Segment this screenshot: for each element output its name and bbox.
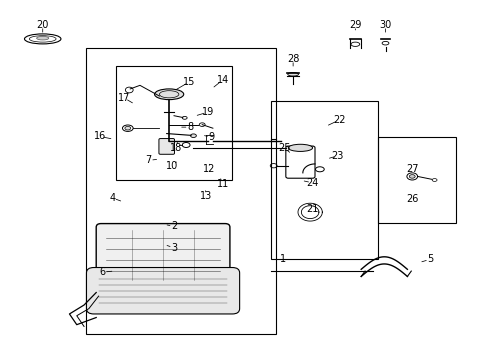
Text: 19: 19 [202, 107, 214, 117]
Text: 29: 29 [348, 19, 361, 30]
Text: 26: 26 [405, 194, 418, 203]
Text: 6: 6 [99, 267, 105, 277]
Text: 22: 22 [332, 115, 345, 125]
Text: 18: 18 [170, 143, 182, 153]
Ellipse shape [287, 144, 312, 152]
Ellipse shape [408, 175, 414, 178]
Text: 25: 25 [278, 143, 290, 153]
Text: 1: 1 [280, 253, 286, 264]
Text: 14: 14 [216, 75, 228, 85]
Bar [377, 137, 455, 223]
FancyBboxPatch shape [96, 224, 229, 286]
Text: 9: 9 [208, 132, 214, 142]
Text: 3: 3 [171, 243, 177, 253]
Ellipse shape [154, 89, 183, 100]
FancyBboxPatch shape [86, 267, 239, 314]
Text: 17: 17 [118, 93, 130, 103]
Text: 7: 7 [145, 156, 152, 165]
Ellipse shape [287, 72, 298, 76]
Text: 5: 5 [426, 254, 432, 264]
Text: 16: 16 [93, 131, 105, 141]
Bar [116, 66, 232, 180]
Text: 12: 12 [203, 164, 215, 174]
Text: 30: 30 [379, 19, 391, 30]
Text: 27: 27 [405, 164, 418, 174]
Text: 23: 23 [331, 151, 344, 161]
FancyBboxPatch shape [159, 139, 174, 154]
Text: 15: 15 [183, 77, 195, 87]
Ellipse shape [190, 134, 196, 138]
Text: 24: 24 [306, 178, 318, 188]
Text: 11: 11 [216, 179, 228, 189]
Text: 8: 8 [186, 122, 193, 132]
Text: 4: 4 [109, 193, 115, 203]
Text: 20: 20 [37, 19, 49, 30]
Bar [86, 48, 276, 334]
Text: 28: 28 [286, 54, 299, 64]
Text: 21: 21 [306, 204, 318, 214]
Ellipse shape [37, 36, 49, 40]
Text: 10: 10 [166, 161, 178, 171]
Bar [271, 102, 377, 258]
Text: 13: 13 [199, 191, 211, 201]
Text: 2: 2 [170, 221, 177, 231]
Ellipse shape [124, 126, 130, 130]
